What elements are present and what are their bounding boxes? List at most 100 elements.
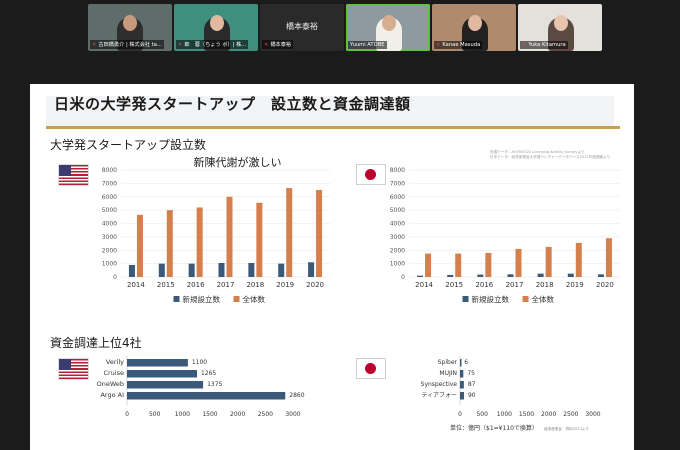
x-tick-label: 1500 <box>202 411 217 418</box>
y-tick-label: 8000 <box>102 167 117 174</box>
x-tick-label: 2019 <box>566 281 584 289</box>
unit-note: 単位：億円（$1=¥110で換算） 経済産業省 資料2023より <box>450 423 589 432</box>
participant-tile[interactable]: ✕ 古田橋勇介 | 株式会社 ta... <box>88 4 172 51</box>
x-tick-label: 0 <box>125 411 129 418</box>
bar-value-label: 1100 <box>192 359 207 366</box>
japan-flag-icon <box>356 164 386 185</box>
x-tick-label: 2016 <box>475 281 493 289</box>
participant-tile[interactable]: ✕ 郎 蓉（ちょう ボ）| 株... <box>174 4 258 51</box>
funding-bar <box>460 392 464 400</box>
y-tick-label: 8000 <box>390 167 405 174</box>
bar-total <box>545 246 552 277</box>
legend-swatch-new <box>173 296 180 302</box>
legend-swatch-total <box>233 296 240 302</box>
bar-value-label: 75 <box>467 370 475 377</box>
bar-value-label: 87 <box>468 381 476 388</box>
bar-value-label: 1265 <box>201 370 216 377</box>
x-tick-label: 2000 <box>230 411 245 418</box>
participant-tile[interactable]: 橋本泰裕 ✕ 橋本泰裕 <box>260 4 344 51</box>
participant-name: ✕ 古田橋勇介 | 株式会社 ta... <box>90 40 164 49</box>
bar-new-founded <box>507 274 514 277</box>
bar-total <box>575 242 582 277</box>
x-tick-label: 2500 <box>563 411 578 418</box>
y-tick-label: 7000 <box>390 180 405 187</box>
x-tick-label: 2500 <box>258 411 273 418</box>
x-tick-label: 500 <box>476 411 488 418</box>
x-tick-label: 500 <box>149 411 161 418</box>
bar-total <box>286 188 293 277</box>
participant-name: ✕ Yuka Kitamura <box>520 41 568 49</box>
mic-muted-icon: ✕ <box>178 42 183 48</box>
funding-bar <box>460 370 464 378</box>
funding-bar <box>127 370 197 378</box>
slide-header-bar <box>46 96 614 128</box>
x-tick-label: 2020 <box>596 281 614 289</box>
unit-note-text: 単位：億円（$1=¥110で換算） <box>450 425 538 432</box>
participant-tile[interactable]: ✕ Yuka Kitamura <box>518 4 602 51</box>
bar-new-founded <box>447 274 454 277</box>
y-tick-label: 4000 <box>390 221 405 228</box>
y-tick-label: 1000 <box>390 261 405 268</box>
x-tick-label: 1000 <box>175 411 190 418</box>
bar-new-founded <box>278 263 285 277</box>
bar-total <box>196 207 203 277</box>
x-tick-label: 2017 <box>506 281 524 289</box>
bar-total <box>256 202 263 277</box>
source-line-jp: 日本データ：経済産業省大学発ベンチャーデータベース2021年度調査より <box>490 155 611 159</box>
source-note: 米国データ：AUTM2020 Licensing Activity Survey… <box>490 150 610 160</box>
section-title-founded: 大学発スタートアップ設立数 <box>50 138 207 152</box>
bar-total <box>226 196 233 277</box>
y-tick-label: 4000 <box>102 221 117 228</box>
x-tick-label: 2014 <box>415 281 433 289</box>
funding-bar <box>127 359 188 367</box>
x-tick-label: 1000 <box>497 411 512 418</box>
bar-total <box>316 190 323 277</box>
participant-tile-active[interactable]: Yuumi ATOBE <box>346 4 430 51</box>
bar-new-founded <box>158 263 165 277</box>
x-tick-label: 2018 <box>536 281 554 289</box>
y-tick-label: 3000 <box>390 234 405 241</box>
x-tick-label: 2000 <box>541 411 556 418</box>
bar-value-label: 6 <box>464 359 468 366</box>
bar-total <box>425 253 432 277</box>
funding-bar <box>460 359 462 367</box>
mic-muted-icon: ✕ <box>436 42 441 48</box>
mic-muted-icon: ✕ <box>92 42 97 48</box>
bar-new-founded <box>128 264 135 277</box>
y-tick-label: 0 <box>401 274 405 281</box>
participant-tile[interactable]: ✕ Kanae Masuda <box>432 4 516 51</box>
funding-bar <box>127 392 286 400</box>
y-tick-label: 1000 <box>102 261 117 268</box>
bar-value-label: 1375 <box>207 381 222 388</box>
bar-new-founded <box>477 274 484 277</box>
bar-new-founded <box>188 263 195 277</box>
company-label: Verily <box>106 358 124 366</box>
bar-total <box>136 214 143 277</box>
bar-new-founded <box>597 274 604 277</box>
bar-new-founded <box>417 275 424 277</box>
company-label: Synspective <box>421 381 458 388</box>
x-tick-label: 3000 <box>585 411 600 418</box>
bar-new-founded <box>567 273 574 277</box>
y-tick-label: 2000 <box>390 247 405 254</box>
participant-name: ✕ 郎 蓉（ちょう ボ）| 株... <box>176 40 249 49</box>
bar-new-founded <box>537 273 544 277</box>
legend-label-total: 全体数 <box>243 294 266 304</box>
bar-value-label: 90 <box>468 392 476 399</box>
legend-label-new: 新規設立数 <box>183 294 221 304</box>
japan-flag-icon <box>356 358 386 379</box>
bar-new-founded <box>308 262 315 277</box>
company-label: MUJIN <box>439 370 457 377</box>
mic-muted-icon: ✕ <box>264 42 269 48</box>
bar-total <box>166 210 173 277</box>
y-tick-label: 2000 <box>102 247 117 254</box>
y-tick-label: 0 <box>113 274 117 281</box>
bar-total <box>455 253 462 277</box>
bar-new-founded <box>248 262 255 277</box>
participant-display-name: 橋本泰裕 <box>286 22 318 31</box>
y-tick-label: 6000 <box>390 194 405 201</box>
bar-new-founded <box>218 262 225 277</box>
x-tick-label: 2015 <box>157 281 175 289</box>
participant-name: ✕ 橋本泰裕 <box>262 40 294 49</box>
